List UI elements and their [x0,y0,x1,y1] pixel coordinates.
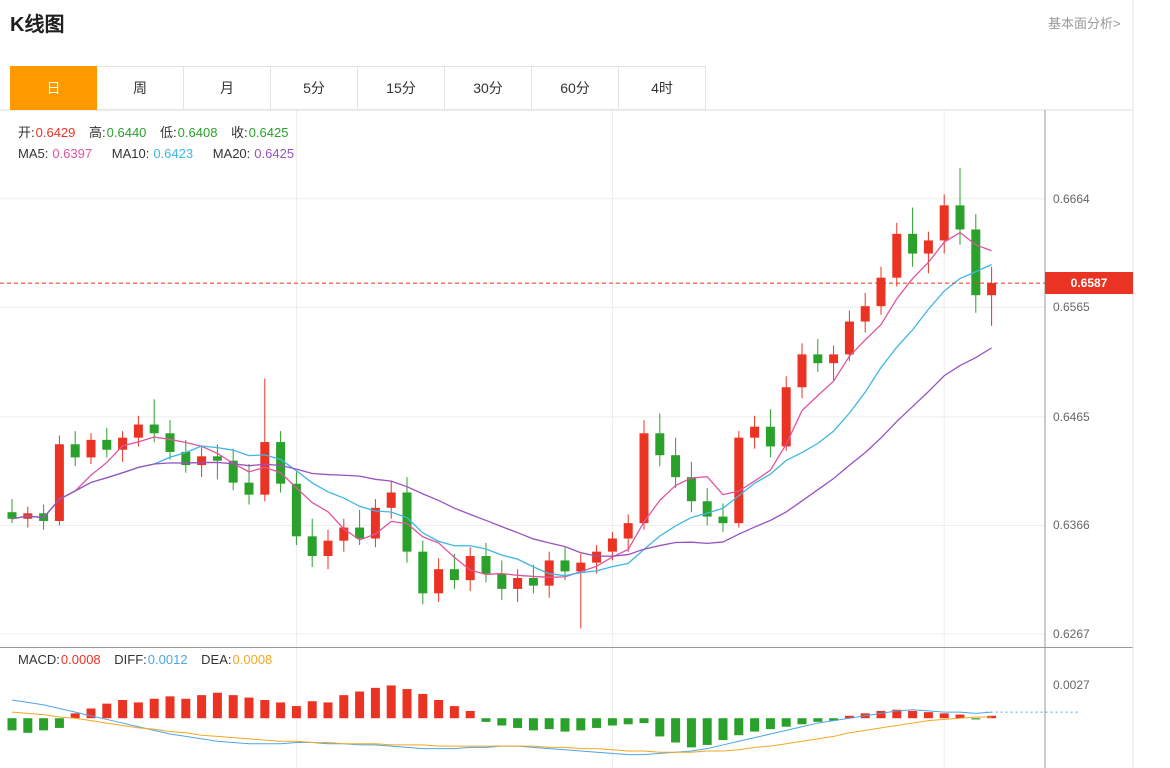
dea-label: DEA: [201,652,232,667]
diff-label: DIFF: [114,652,147,667]
macd-value: 0.0008 [60,652,101,667]
ma20-label: MA20: [212,146,251,161]
price-tick: 0.6366 [1053,518,1090,533]
high-label: 高: [89,125,106,140]
close-label: 收: [231,125,248,140]
price-tick: 0.6267 [1053,626,1090,641]
close-value: 0.6425 [248,125,289,140]
open-label: 开: [18,125,35,140]
price-tick: 0.6465 [1053,409,1090,424]
ma10-value: 0.6423 [153,146,194,161]
macd-legend: MACD:0.0008 DIFF:0.0012 DEA:0.0008 [18,652,282,667]
ohlc-legend: 开:0.6429 高:0.6440 低:0.6408 收:0.6425 [18,122,298,141]
ma10-label: MA10: [111,146,150,161]
low-value: 0.6408 [177,125,218,140]
macd-axis-tick: 0.0027 [1053,678,1090,693]
period-tab-bar: 日 周 月 5分 15分 30分 60分 4时 [10,66,706,110]
tab-30min[interactable]: 30分 [445,66,532,110]
open-value: 0.6429 [35,125,76,140]
ma5-value: 0.6397 [52,146,93,161]
dea-value: 0.0008 [232,652,273,667]
low-label: 低: [160,125,177,140]
tab-week[interactable]: 周 [97,66,184,110]
macd-label: MACD: [18,652,60,667]
price-tick: 0.6565 [1053,300,1090,315]
tab-4hour[interactable]: 4时 [619,66,706,110]
tab-60min[interactable]: 60分 [532,66,619,110]
tab-month[interactable]: 月 [184,66,271,110]
current-price-tag: 0.6587 [1045,272,1133,295]
ma-legend: MA5: 0.6397 MA10: 0.6423 MA20: 0.6425 [18,146,310,161]
ma5-label: MA5: [18,146,49,161]
ma20-value: 0.6425 [254,146,295,161]
fundamental-analysis-link[interactable]: 基本面分析> [1048,16,1121,31]
tab-15min[interactable]: 15分 [358,66,445,110]
tab-day[interactable]: 日 [10,66,97,110]
diff-value: 0.0012 [147,652,188,667]
tab-5min[interactable]: 5分 [271,66,358,110]
price-tick: 0.6664 [1053,191,1090,206]
page-title: K线图 [10,14,65,36]
high-value: 0.6440 [106,125,147,140]
